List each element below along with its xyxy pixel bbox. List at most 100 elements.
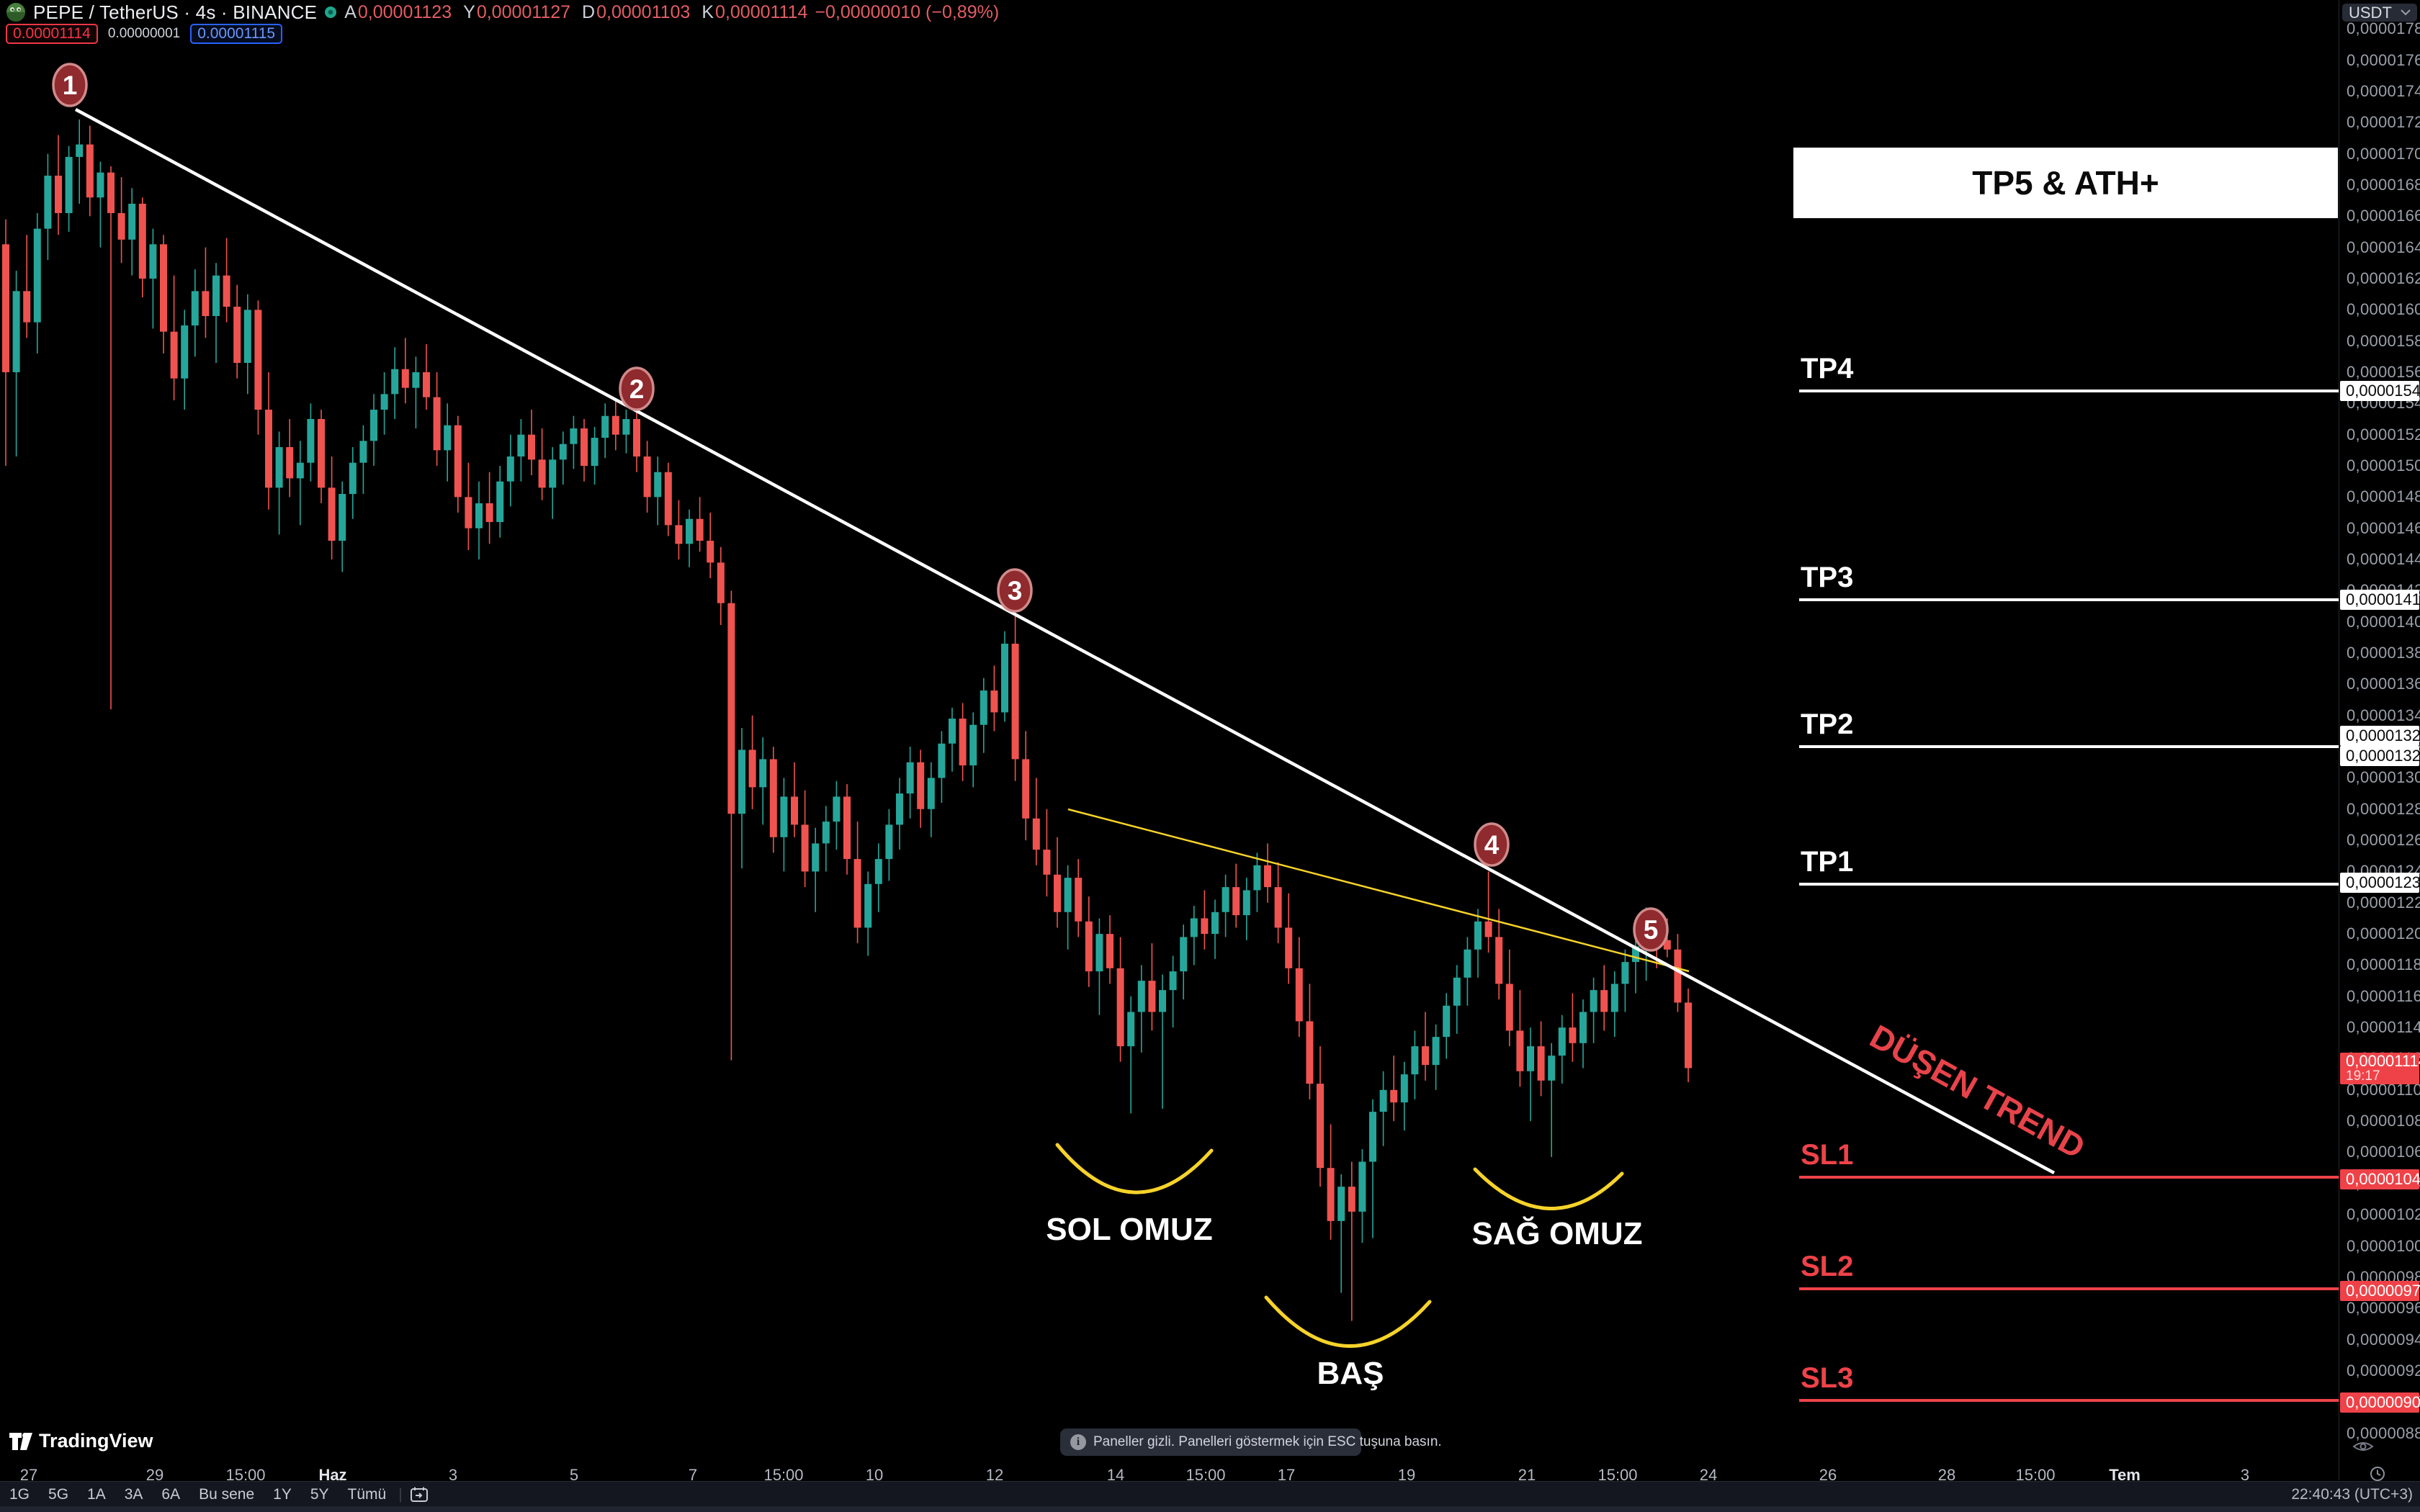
range-button-1g[interactable]: 1G — [9, 1485, 30, 1503]
tp-price-label: 0,00001414 — [2340, 590, 2420, 610]
tp5-box[interactable] — [1793, 148, 2338, 218]
clock-icon[interactable] — [2370, 1466, 2385, 1482]
candle-body — [812, 843, 820, 872]
trend-point-2[interactable] — [619, 366, 655, 411]
candle-body — [265, 410, 272, 488]
trend-point-number: 1 — [63, 71, 78, 100]
range-button-1a[interactable]: 1A — [87, 1485, 106, 1503]
candle-body — [864, 883, 872, 928]
candle-body — [738, 750, 745, 814]
price-scale-eye-icon[interactable] — [2352, 1439, 2374, 1454]
range-button-tümü[interactable]: Tümü — [347, 1485, 387, 1503]
range-button-6a[interactable]: 6A — [161, 1485, 181, 1503]
candle-body — [149, 244, 157, 279]
time-axis-label: 21 — [1518, 1466, 1536, 1484]
pattern-label: SAĞ OMUZ — [1471, 1215, 1642, 1251]
candle-body — [1032, 818, 1040, 850]
candle-body — [444, 425, 452, 451]
go-to-date-icon[interactable] — [410, 1486, 429, 1503]
trend-point-3[interactable] — [997, 568, 1033, 613]
neckline-drawing[interactable] — [1067, 808, 1690, 973]
candle-body — [1569, 1027, 1577, 1043]
candle-body — [1400, 1074, 1408, 1103]
candle-body — [1285, 927, 1293, 968]
time-axis-label: 5 — [569, 1466, 579, 1484]
market-status-icon[interactable] — [324, 6, 337, 19]
candle-body — [138, 203, 146, 279]
candle-body — [1022, 759, 1030, 819]
time-axis-label: Tem — [2109, 1466, 2141, 1484]
sl-price-label: 0,00000974 — [2340, 1281, 2420, 1301]
candle-body — [1211, 912, 1219, 935]
current-time-label[interactable]: 22:40:43 (UTC+3) — [2291, 1486, 2413, 1503]
range-button-5y[interactable]: 5Y — [310, 1485, 329, 1503]
candle-body — [223, 275, 230, 307]
pattern-arc-drawing[interactable] — [1264, 1295, 1432, 1348]
candle-body — [1043, 850, 1051, 875]
tradingview-logo[interactable]: TradingView — [9, 1430, 153, 1452]
candle-body — [275, 447, 283, 488]
candle-body — [1337, 1187, 1345, 1221]
candle-body — [1411, 1046, 1419, 1075]
buy-button[interactable]: 0.00001115 — [190, 24, 283, 44]
candle-body — [1317, 1084, 1324, 1169]
candle-body — [97, 172, 104, 198]
symbol-title[interactable]: PEPE / TetherUS · 4s · BINANCE — [33, 1, 318, 23]
panels-hidden-toast: i Paneller gizli. Panelleri göstermek iç… — [1060, 1428, 1442, 1456]
trend-point-5[interactable] — [1633, 907, 1669, 952]
candle-body — [1527, 1046, 1534, 1071]
candle-body — [1390, 1089, 1398, 1103]
candle-body — [1685, 1002, 1692, 1068]
candle-body — [212, 275, 220, 316]
trend-point-number: 4 — [1484, 830, 1500, 860]
range-button-5g[interactable]: 5G — [48, 1485, 69, 1503]
pattern-arc-drawing[interactable] — [1473, 1167, 1624, 1210]
range-button-1y[interactable]: 1Y — [273, 1485, 292, 1503]
chart-canvas[interactable]: TP4 TP3 TP2 TP1 SL1 SL2 SL3 TP5 & ATH+ DÜŞEN TRE… — [0, 0, 2339, 1466]
trend-point-4[interactable] — [1474, 822, 1510, 867]
range-button-3a[interactable]: 3A — [124, 1485, 143, 1503]
sell-button[interactable]: 0.00001114 — [6, 24, 98, 44]
ohlc-open: 0,00001123 — [357, 1, 452, 22]
tp2-label: TP2 — [1801, 708, 1853, 740]
trend-point-1[interactable] — [52, 63, 88, 107]
candle-body — [1085, 921, 1093, 972]
candle-body — [286, 447, 294, 479]
candle-body — [643, 456, 651, 498]
candle-body — [611, 415, 619, 435]
candle-body — [2, 244, 9, 372]
candle-body — [107, 172, 115, 213]
time-axis-label: 10 — [865, 1466, 884, 1484]
range-button-bu-sene[interactable]: Bu sene — [199, 1485, 255, 1503]
candle-body — [1537, 1046, 1545, 1081]
currency-dropdown[interactable]: USDT — [2342, 4, 2417, 22]
candle-body — [1264, 865, 1271, 888]
candle-body — [727, 603, 735, 814]
candle-body — [128, 203, 136, 240]
candle-body — [791, 796, 798, 825]
pattern-arc-drawing[interactable] — [1055, 1143, 1214, 1194]
candle-body — [44, 175, 52, 229]
time-axis-label: 3 — [2240, 1466, 2250, 1484]
candle-body — [423, 372, 430, 397]
trendline-drawing[interactable] — [74, 108, 2056, 1174]
candle-body — [1232, 887, 1240, 916]
time-axis-label: 15:00 — [1597, 1466, 1638, 1484]
candle-body — [707, 541, 714, 563]
time-axis[interactable]: 27 29 15:00 Haz 3 5 7 15:00 10 12 14 15:00 17 19 21 15:… — [0, 1466, 2385, 1484]
candle-body — [1453, 977, 1461, 1006]
candle-body — [885, 824, 893, 860]
candle-body — [1011, 644, 1019, 760]
